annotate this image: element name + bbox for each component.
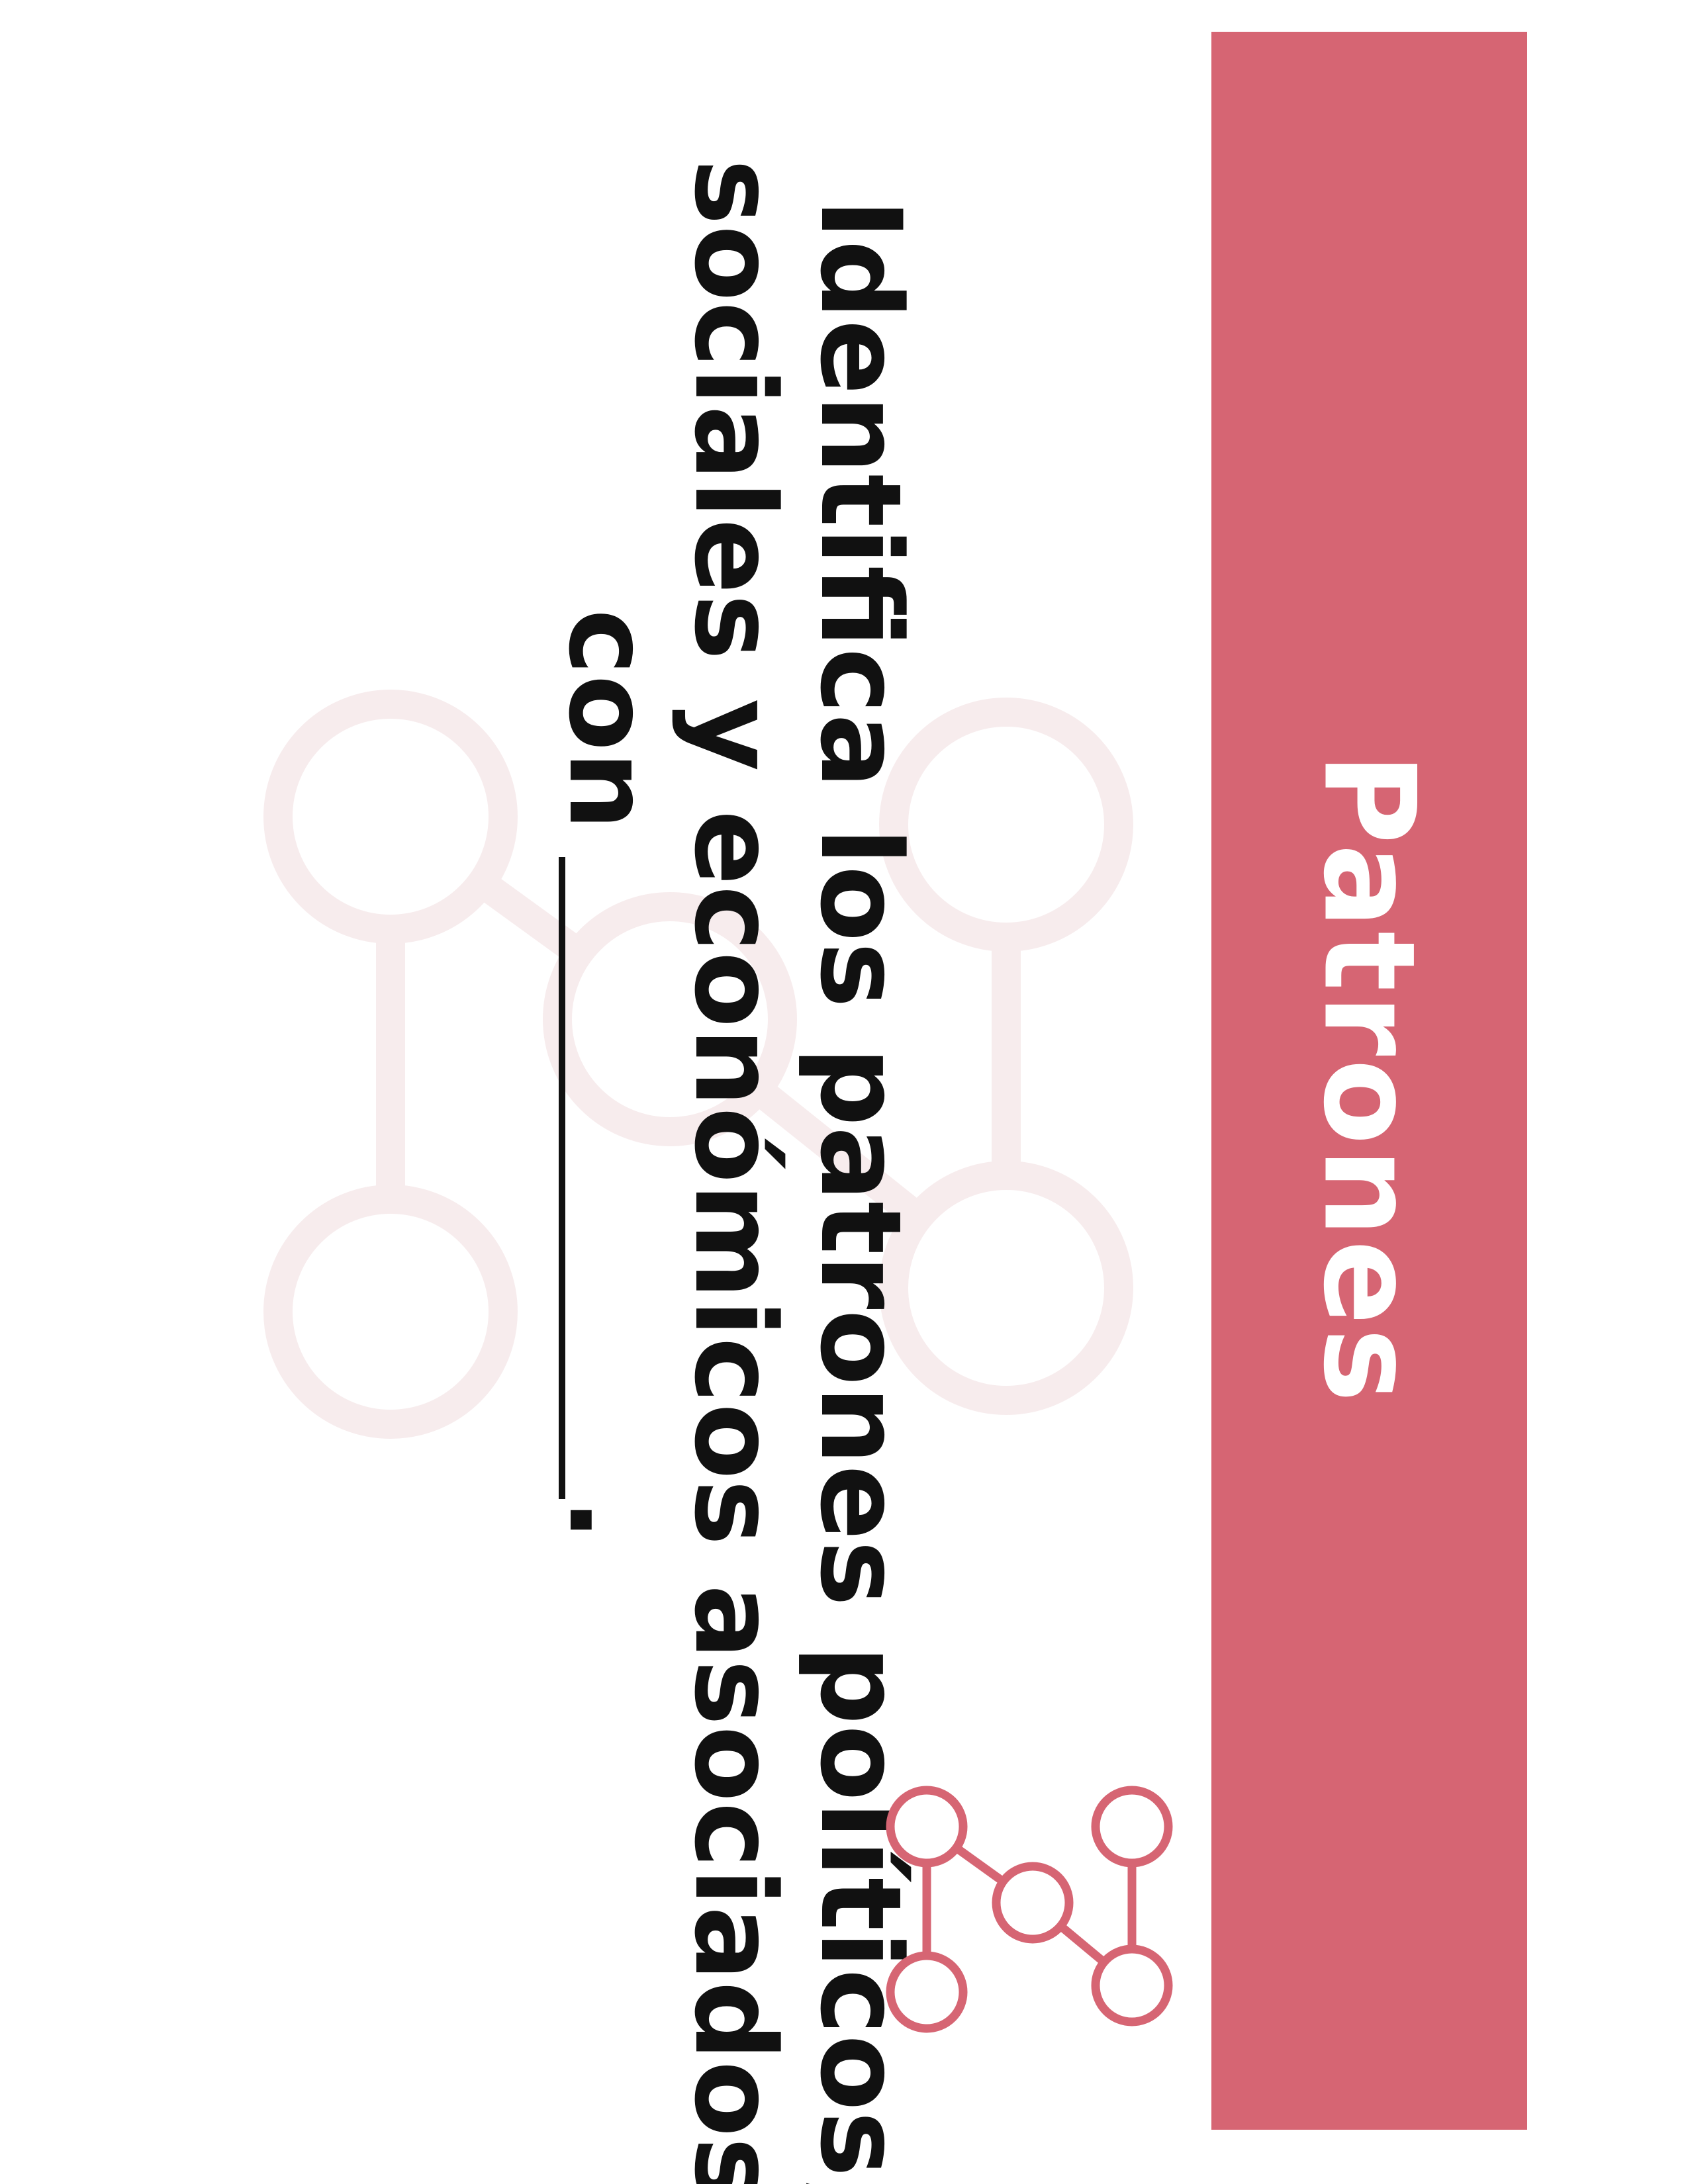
prompt-line-3-start: con [544,609,674,831]
background-network-icon [263,690,1133,1439]
network-nodes-icon [886,1786,1173,2033]
title-band [1211,32,1527,2130]
page-title: Patrones [1295,752,1442,1406]
prompt-line-2: sociales y económicos asociados [670,159,800,2184]
prompt-line-3-end: . [544,1498,674,1541]
prompt-line-1: Identifica los patrones políticos, [796,199,925,2184]
activity-prompt: Identifica los patrones políticos, socia… [544,159,925,2184]
prompt-line-3: con. [544,159,674,2012]
answer-blank[interactable] [559,856,565,1499]
